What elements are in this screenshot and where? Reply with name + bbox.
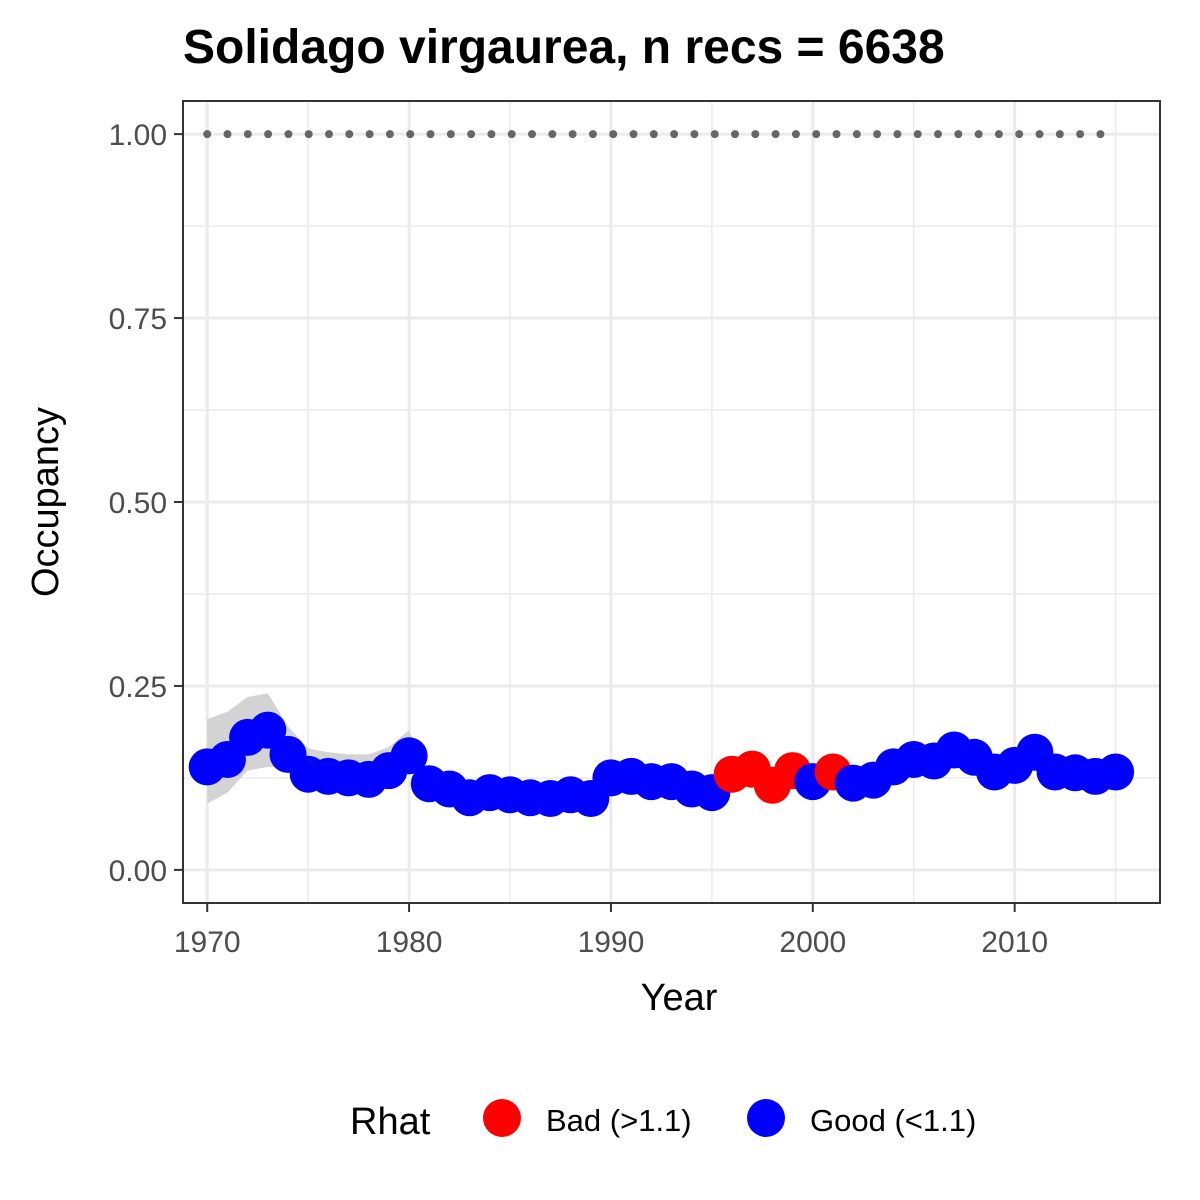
legend-label-good: Good (<1.1) <box>810 1103 976 1138</box>
data-point-good <box>249 711 287 749</box>
y-tick-label: 0.50 <box>109 487 167 520</box>
chart-title: Solidago virgaurea, n recs = 6638 <box>183 21 945 74</box>
legend-label-bad: Bad (>1.1) <box>546 1103 692 1138</box>
y-tick-label: 0.25 <box>109 671 167 704</box>
data-point-good <box>390 737 428 775</box>
confidence-ribbon <box>207 693 1116 804</box>
legend-key-good <box>747 1099 785 1137</box>
y-tick-label: 0.75 <box>109 303 167 336</box>
legend-key-bad <box>483 1099 521 1137</box>
legend: Rhat Bad (>1.1) Good (<1.1) <box>350 1099 976 1143</box>
x-tick-label: 1990 <box>578 926 645 959</box>
x-tick-label: 2010 <box>981 926 1048 959</box>
y-tick-label: 1.00 <box>109 119 167 152</box>
x-tick-label: 1980 <box>376 926 443 959</box>
y-axis-ticks: 0.00 0.25 0.50 0.75 1.00 <box>109 119 183 888</box>
x-tick-label: 2000 <box>779 926 846 959</box>
y-tick-label: 0.00 <box>109 855 167 888</box>
x-tick-label: 1970 <box>174 926 241 959</box>
data-point-good <box>1097 753 1135 791</box>
confidence-ribbon-layer <box>207 693 1116 804</box>
x-axis-ticks: 1970 1980 1990 2000 2010 <box>174 903 1048 959</box>
y-axis-title: Occupancy <box>25 407 67 597</box>
data-points-layer <box>188 711 1135 817</box>
legend-title: Rhat <box>350 1101 431 1143</box>
x-axis-title: Year <box>641 977 718 1019</box>
